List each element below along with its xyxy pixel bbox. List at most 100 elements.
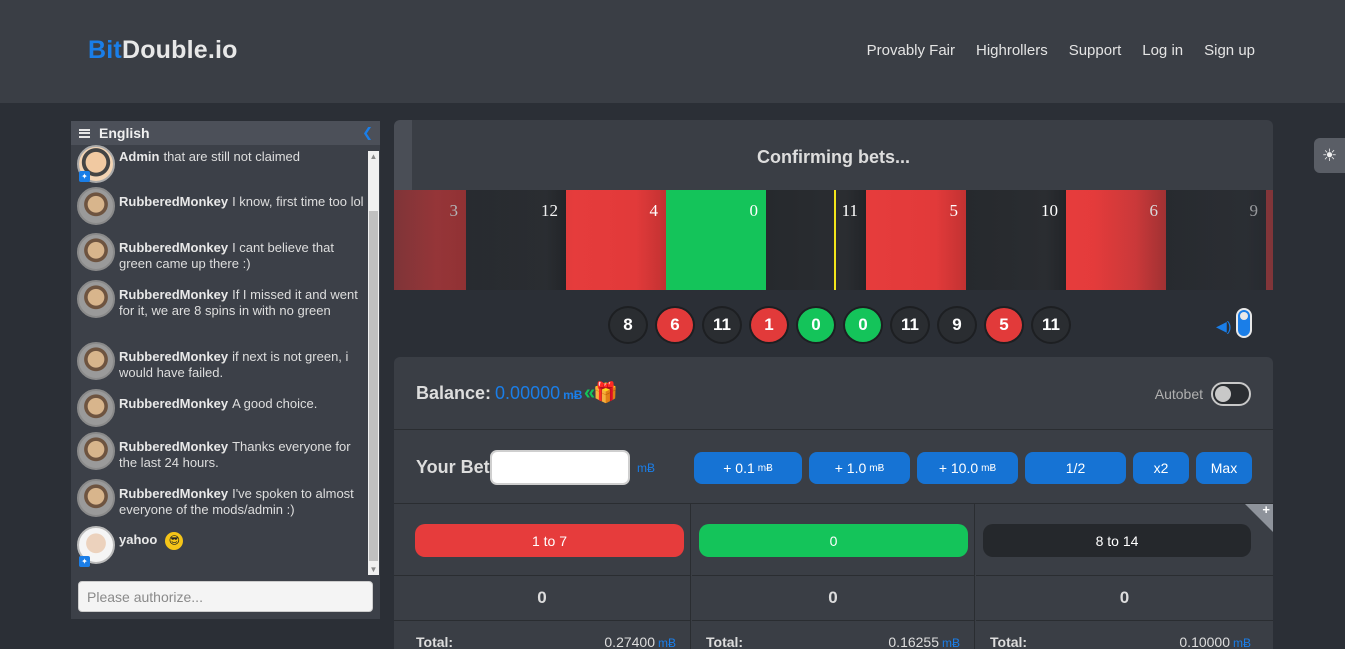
- wheel-number: 4: [649, 201, 659, 220]
- nav-signup[interactable]: Sign up: [1204, 42, 1255, 59]
- button-unit: mɃ: [757, 462, 773, 474]
- bet-column-black: + 8 to 14 0 Total: 0.10000 mɃ: [976, 502, 1273, 649]
- wheel-number: 10: [1041, 201, 1058, 220]
- bet-green-button[interactable]: 0: [699, 524, 968, 557]
- history-ball: 0: [843, 306, 883, 344]
- divider: [976, 575, 1273, 576]
- bet-black-button[interactable]: 8 to 14: [983, 524, 1251, 557]
- chat-username[interactable]: RubberedMonkey: [119, 486, 229, 501]
- total-label: Total:: [990, 634, 1028, 649]
- nav-highrollers[interactable]: Highrollers: [976, 42, 1048, 59]
- history-ball: 11: [1031, 306, 1071, 344]
- avatar[interactable]: [77, 389, 115, 427]
- sound-switch[interactable]: [1236, 308, 1252, 338]
- menu-icon[interactable]: [79, 128, 90, 138]
- total-number: 0.16255: [888, 634, 939, 649]
- plus-icon[interactable]: +: [1262, 502, 1270, 517]
- chevron-left-icon[interactable]: ❮: [362, 125, 373, 140]
- chat-username[interactable]: RubberedMonkey: [119, 194, 229, 209]
- chat-text: Thanks everyone for the last 24 hours.: [119, 439, 351, 470]
- nav-login[interactable]: Log in: [1142, 42, 1184, 59]
- chat-username[interactable]: Admin: [119, 149, 160, 164]
- divider: [976, 620, 1273, 621]
- sound-toggle[interactable]: ◀): [1216, 308, 1252, 338]
- nav-support[interactable]: Support: [1068, 42, 1122, 59]
- roulette-strip: 3 12 4 0 11 5 10 6 9: [394, 190, 1273, 290]
- nav-provably-fair[interactable]: Provably Fair: [866, 42, 955, 59]
- chat-username[interactable]: RubberedMonkey: [119, 240, 229, 255]
- your-bet-label: Your Bet: [416, 457, 490, 477]
- chat-header: English ❮: [71, 121, 380, 145]
- wheel-fade-left: [394, 190, 574, 290]
- button-unit: mɃ: [869, 462, 885, 474]
- chat-text: If I missed it and went for it, we are 8…: [119, 287, 358, 318]
- button-unit: mɃ: [981, 462, 997, 474]
- add-0.1-button[interactable]: + 0.1 mɃ: [694, 452, 802, 484]
- chat-input[interactable]: [78, 581, 373, 612]
- avatar[interactable]: [77, 479, 115, 517]
- chat-username[interactable]: yahoo: [119, 532, 158, 548]
- bet-red-button[interactable]: 1 to 7: [415, 524, 684, 557]
- bet-panel: Balance: 0.00000 mɃ «🎁 Autobet Your Bet mɃ…: [394, 357, 1273, 649]
- chat-message: RubberedMonkey If I missed it and went fo…: [74, 280, 367, 319]
- total-label: Total:: [416, 634, 454, 649]
- wheel-cell: 0: [666, 190, 766, 290]
- brand-logo[interactable]: BitDouble.io: [88, 36, 238, 65]
- balance-label: Balance:: [416, 383, 492, 403]
- main-nav: Provably Fair Highrollers Support Log in…: [867, 42, 1255, 59]
- moderator-shield-icon: ✦: [79, 171, 90, 182]
- chat-language[interactable]: English: [99, 125, 150, 141]
- avatar[interactable]: [77, 187, 115, 225]
- chat-message: RubberedMonkey Thanks everyone for the la…: [74, 432, 367, 471]
- chat-text: I know, first time too lol: [232, 194, 364, 209]
- currency-unit: mɃ: [942, 636, 960, 649]
- button-label: + 0.1: [723, 460, 755, 476]
- total-value: 0.16255 mɃ: [888, 634, 960, 649]
- sunglasses-emoji-icon: 😎: [165, 532, 184, 550]
- chat-text: that are still not claimed: [163, 149, 301, 164]
- chat-messages: ✦ Admin that are still not claimed Rubber…: [71, 145, 367, 575]
- gift-icon[interactable]: «🎁: [584, 382, 618, 404]
- double-button[interactable]: x2: [1133, 452, 1189, 484]
- history-ball: 8: [608, 306, 648, 344]
- button-label: + 1.0: [834, 460, 867, 476]
- add-1.0-button[interactable]: + 1.0 mɃ: [809, 452, 910, 484]
- history-ball: 5: [984, 306, 1024, 344]
- corner-tab[interactable]: [1245, 504, 1273, 532]
- chat-message: RubberedMonkey I've spoken to almost ever…: [74, 479, 367, 518]
- currency-unit: mɃ: [1233, 636, 1251, 649]
- total-label: Total:: [706, 634, 744, 649]
- half-button[interactable]: 1/2: [1025, 452, 1126, 484]
- status-text: Confirming bets...: [757, 147, 910, 167]
- my-bet-amount: 0: [828, 588, 838, 607]
- chat-username[interactable]: RubberedMonkey: [119, 349, 229, 364]
- sun-icon[interactable]: ☀: [1314, 138, 1345, 173]
- avatar[interactable]: [77, 342, 115, 380]
- currency-unit: mɃ: [563, 388, 583, 402]
- scroll-down-icon[interactable]: ▼: [369, 565, 378, 574]
- chat-username[interactable]: RubberedMonkey: [119, 287, 229, 302]
- max-button[interactable]: Max: [1196, 452, 1252, 484]
- avatar[interactable]: [77, 432, 115, 470]
- avatar[interactable]: [77, 233, 115, 271]
- chat-scrollbar[interactable]: ▲ ▼: [368, 151, 379, 575]
- chat-text: I've spoken to almost everyone of the mo…: [119, 486, 354, 517]
- chat-text: A good choice.: [232, 396, 318, 411]
- wheel-number: 0: [749, 201, 759, 220]
- chat-username[interactable]: RubberedMonkey: [119, 396, 229, 411]
- total-value: 0.27400 mɃ: [604, 634, 676, 649]
- wheel-number: 5: [949, 201, 959, 220]
- chat-text: I cant believe that green came up there …: [119, 240, 334, 271]
- scroll-thumb[interactable]: [369, 211, 378, 561]
- brand-part-2: Double.io: [121, 36, 238, 64]
- add-10.0-button[interactable]: + 10.0 mɃ: [917, 452, 1018, 484]
- total-value: 0.10000 mɃ: [1179, 634, 1251, 649]
- autobet: Autobet: [1155, 382, 1251, 406]
- wheel-fade-right: [1093, 190, 1273, 290]
- scroll-up-icon[interactable]: ▲: [369, 152, 378, 161]
- roll-history: 8 6 11 1 0 0 11 9 5 11: [608, 306, 1071, 344]
- chat-username[interactable]: RubberedMonkey: [119, 439, 229, 454]
- avatar[interactable]: [77, 280, 115, 318]
- autobet-toggle[interactable]: [1211, 382, 1251, 406]
- bet-amount-input[interactable]: [490, 450, 630, 485]
